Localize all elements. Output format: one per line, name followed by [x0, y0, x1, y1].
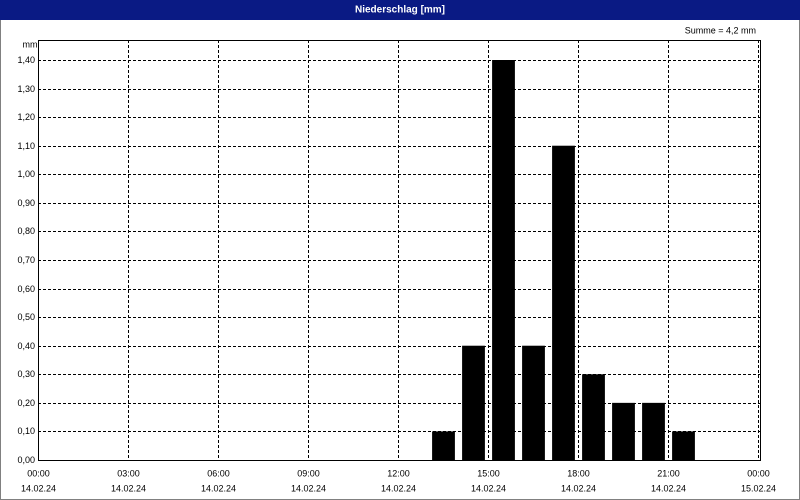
- x-tick-label: 18:00: [567, 468, 590, 478]
- y-tick-label: 0,40: [17, 341, 35, 351]
- y-unit: mm: [23, 39, 38, 49]
- window-title: Niederschlag [mm]: [355, 5, 445, 16]
- y-tick-label: 0,60: [17, 284, 35, 294]
- x-tick-date: 14.02.24: [291, 483, 326, 493]
- y-tick-label: 0,50: [17, 312, 35, 322]
- bar: [552, 145, 575, 460]
- y-tick-label: 1,20: [17, 112, 35, 122]
- y-tick-label: 0,10: [17, 426, 35, 436]
- bar: [642, 402, 665, 460]
- y-tick-label: 0,00: [17, 455, 35, 465]
- bar: [522, 345, 545, 460]
- x-tick-label: 12:00: [387, 468, 410, 478]
- x-tick-label: 00:00: [747, 468, 770, 478]
- x-tick-label: 00:00: [27, 468, 50, 478]
- x-tick-label: 09:00: [297, 468, 320, 478]
- x-tick-date: 14.02.24: [21, 483, 56, 493]
- y-tick-label: 0,80: [17, 226, 35, 236]
- y-tick-label: 1,10: [17, 141, 35, 151]
- x-tick-date: 14.02.24: [381, 483, 416, 493]
- x-tick-label: 06:00: [207, 468, 230, 478]
- title-bar: [0, 0, 800, 20]
- x-tick-label: 03:00: [117, 468, 140, 478]
- y-tick-label: 1,30: [17, 84, 35, 94]
- bar: [492, 60, 515, 460]
- y-tick-label: 0,20: [17, 398, 35, 408]
- y-tick-label: 1,40: [17, 55, 35, 65]
- x-tick-date: 14.02.24: [651, 483, 686, 493]
- x-tick-date: 14.02.24: [471, 483, 506, 493]
- bar: [612, 402, 635, 460]
- y-tick-label: 1,00: [17, 169, 35, 179]
- x-tick-label: 21:00: [657, 468, 680, 478]
- x-tick-date: 14.02.24: [201, 483, 236, 493]
- y-tick-label: 0,70: [17, 255, 35, 265]
- y-tick-label: 0,90: [17, 198, 35, 208]
- x-tick-label: 15:00: [477, 468, 500, 478]
- annotation: Summe = 4,2 mm: [685, 25, 756, 35]
- bar: [582, 374, 605, 460]
- bar: [462, 345, 485, 460]
- x-tick-date: 14.02.24: [111, 483, 146, 493]
- bar: [672, 431, 695, 460]
- y-tick-label: 0,30: [17, 369, 35, 379]
- x-tick-date: 15.02.24: [741, 483, 776, 493]
- bar: [432, 431, 455, 460]
- x-tick-date: 14.02.24: [561, 483, 596, 493]
